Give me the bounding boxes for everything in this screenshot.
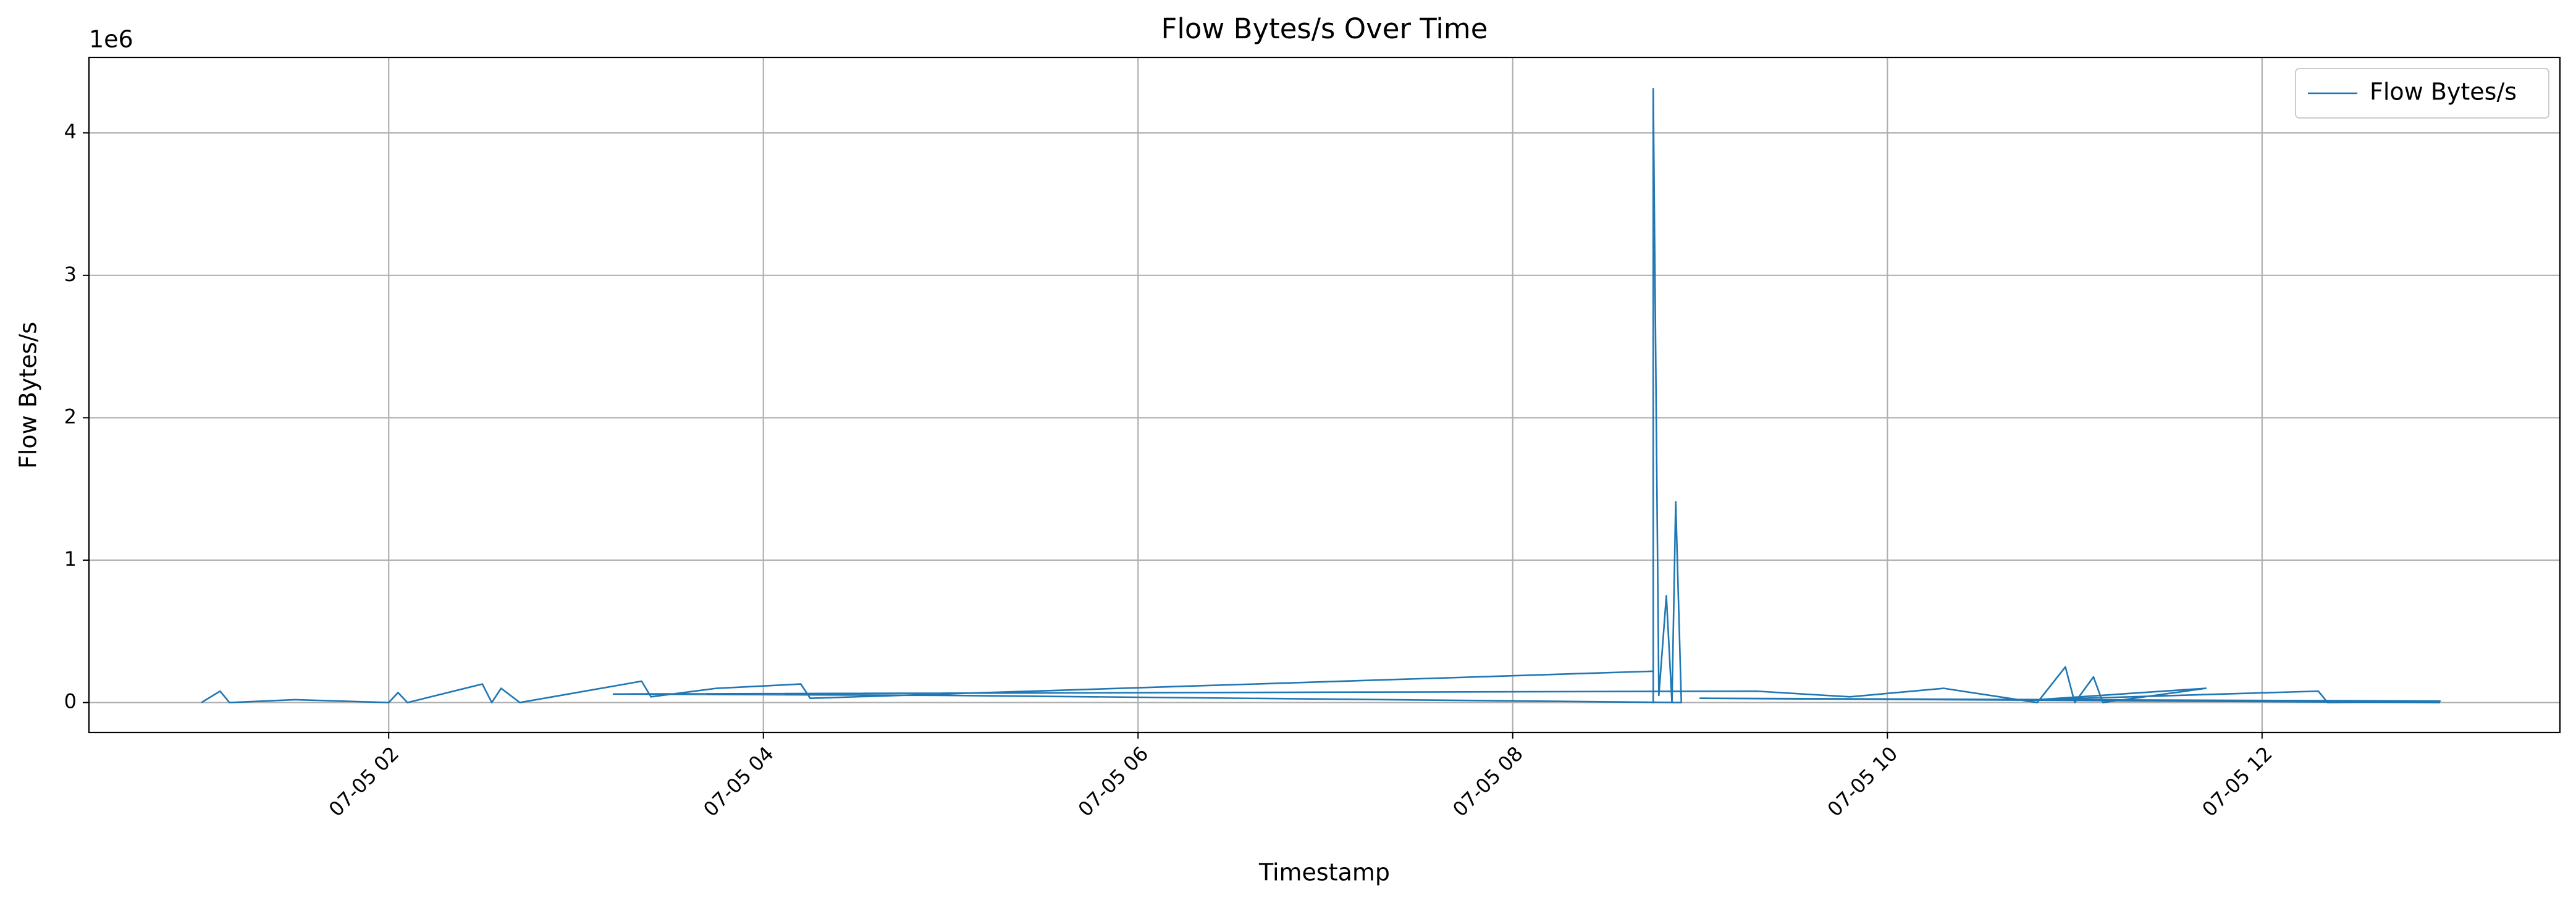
y-tick-label: 0 [64, 690, 77, 713]
y-axis-label: Flow Bytes/s [15, 322, 42, 469]
plot-frame [88, 56, 2561, 734]
x-axis-label: Timestamp [1258, 859, 1390, 886]
legend-label: Flow Bytes/s [2370, 78, 2517, 106]
y-tick-label: 2 [64, 405, 77, 428]
chart-title: Flow Bytes/s Over Time [1161, 12, 1488, 45]
y-offset-label: 1e6 [89, 26, 133, 53]
data-line [201, 88, 2441, 703]
legend-frame [2295, 68, 2549, 119]
y-tick-label: 3 [64, 262, 77, 286]
y-tick-label: 4 [64, 120, 77, 143]
legend: Flow Bytes/s [2295, 68, 2549, 119]
y-tick-label: 1 [64, 547, 77, 571]
